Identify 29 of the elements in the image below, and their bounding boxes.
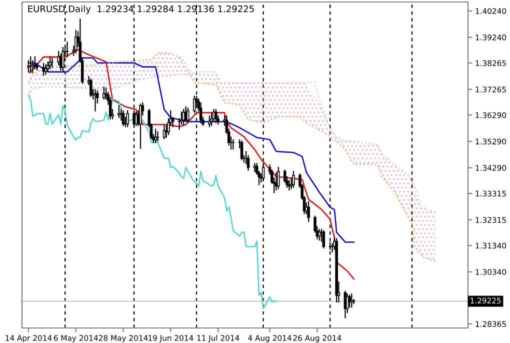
candlestick — [288, 180, 291, 190]
candlestick — [90, 78, 92, 97]
line-series — [28, 94, 277, 310]
candlestick — [246, 155, 250, 171]
candlestick — [27, 60, 30, 72]
candlestick — [214, 108, 218, 124]
candlestick — [29, 56, 32, 74]
candlestick — [186, 108, 190, 124]
candlestick — [210, 112, 213, 126]
candlestick — [50, 58, 54, 68]
candlestick — [182, 108, 185, 126]
line-series — [28, 71, 436, 213]
candlestick — [208, 116, 211, 128]
chart-title: EURUSD,Daily 1.29234 1.29284 1.29136 1.29225 — [28, 5, 254, 14]
candlestick — [139, 104, 142, 149]
candlestick — [102, 86, 106, 100]
candlestick — [307, 201, 310, 222]
candlestick — [122, 110, 125, 126]
candlestick — [154, 128, 157, 144]
candlestick — [318, 228, 321, 241]
candlestick — [232, 139, 235, 150]
candlestick — [42, 62, 45, 76]
candlestick — [126, 110, 129, 128]
candlestick — [34, 56, 36, 70]
candlestick — [292, 170, 295, 188]
candlestick — [350, 293, 354, 308]
candlestick — [48, 56, 52, 70]
candlestick — [240, 140, 244, 160]
candlestick — [322, 230, 326, 248]
